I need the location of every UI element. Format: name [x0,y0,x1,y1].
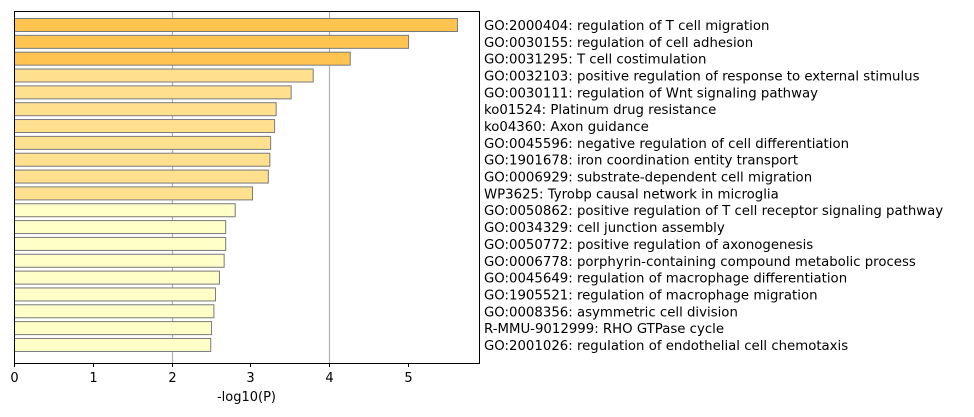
term-label: GO:2000404: regulation of T cell migrati… [484,19,769,34]
bar [14,270,220,285]
bar [14,119,276,134]
bar [14,337,212,352]
bar [14,169,269,184]
term-label: WP3625: Tyrobp causal network in microgl… [484,187,779,202]
x-tick-label: 2 [168,371,176,386]
bar [14,135,272,150]
term-label: GO:1905521: regulation of macrophage mig… [484,288,818,303]
x-tick-label: 5 [404,371,412,386]
x-tick-label: 4 [325,371,333,386]
bar [14,186,254,201]
x-tick-label: 1 [89,371,97,386]
bar [14,203,236,218]
bar [14,236,227,251]
term-label: GO:0045596: negative regulation of cell … [484,137,849,152]
term-label: GO:0034329: cell junction assembly [484,221,725,236]
x-tick-label: 3 [246,371,254,386]
term-label: GO:0050772: positive regulation of axono… [484,238,813,253]
bar [14,321,213,336]
plot-frame [14,11,480,364]
bar [14,51,351,66]
term-label: GO:0045649: regulation of macrophage dif… [484,272,847,287]
term-label: GO:0050862: positive regulation of T cel… [484,204,943,219]
term-label: GO:1901678: iron coordination entity tra… [484,154,798,169]
term-label: GO:0031295: T cell costimulation [484,53,706,68]
bar [14,68,314,83]
term-label: R-MMU-9012999: RHO GTPase cycle [484,322,724,337]
term-label: ko04360: Axon guidance [484,120,649,135]
x-axis-title: -log10(P) [217,390,276,405]
term-label: GO:0006778: porphyrin-containing compoun… [484,255,916,270]
bar [14,85,292,100]
term-label: GO:0030155: regulation of cell adhesion [484,36,753,51]
bar [14,18,458,32]
bar [14,304,215,319]
term-label: GO:0030111: regulation of Wnt signaling … [484,86,818,101]
term-label: GO:0006929: substrate-dependent cell mig… [484,171,812,186]
term-labels: GO:2000404: regulation of T cell migrati… [484,19,943,354]
term-label: ko01524: Platinum drug resistance [484,103,716,118]
x-tick-label: 0 [10,371,18,386]
term-label: GO:0032103: positive regulation of respo… [484,70,920,85]
x-axis-ticks: 0 1 2 3 4 5 [10,363,413,386]
bar [14,102,277,117]
bar [14,287,216,302]
bar [14,34,410,49]
bar [14,253,225,268]
bar [14,152,271,167]
bar [14,220,227,235]
term-label: GO:0008356: asymmetric cell division [484,305,738,320]
term-label: GO:2001026: regulation of endothelial ce… [484,339,848,354]
bars [14,18,458,352]
